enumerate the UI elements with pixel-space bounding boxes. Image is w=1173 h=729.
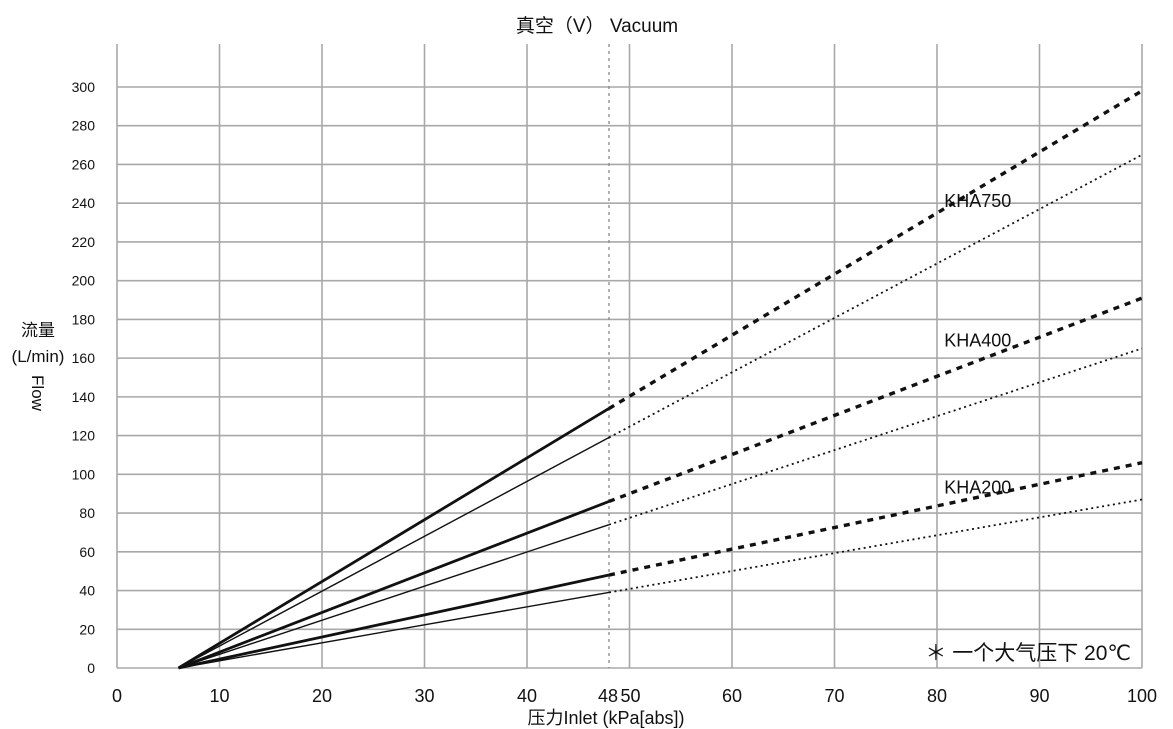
x-tick-label: 10 [209,686,229,706]
series-line-dashed [608,461,1143,577]
series-line-solid [177,407,610,670]
x-tick-label: 100 [1127,686,1157,706]
y-tick-label: 180 [72,311,96,327]
series-label: KHA750 [944,191,1011,211]
x-tick-label: 40 [517,686,537,706]
tick-labels: 0204060801001201401601802002202402602803… [72,79,1157,706]
x-tick-label: 48 [598,686,618,706]
series-line-solid [178,524,610,669]
series-line-solid [178,591,610,669]
series-line-dashed [608,347,1143,526]
series-label: KHA200 [944,478,1011,498]
series-line-dashed [608,89,1143,410]
series-label: KHA400 [944,331,1011,351]
x-tick-label: 30 [414,686,434,706]
y-tick-label: 120 [72,428,96,444]
y-tick-label: 80 [79,505,95,521]
series-line-dashed [608,296,1143,504]
condition-note: ＊ 一个大气压下 20℃ [925,642,1131,665]
x-tick-label: 90 [1029,686,1049,706]
y-tick-label: 220 [72,234,96,250]
y-tick-label: 60 [79,544,95,560]
y-tick-label: 160 [72,350,96,366]
x-tick-label: 20 [312,686,332,706]
y-tick-label: 20 [79,621,95,637]
x-tick-label: 80 [927,686,947,706]
y-tick-label: 240 [72,195,96,211]
x-tick-label: 60 [722,686,742,706]
series-line-dashed [608,153,1143,439]
x-tick-label: 50 [620,686,640,706]
y-tick-label: 40 [79,583,95,599]
y-axis-label-cn: 流量 [21,321,55,340]
y-axis-label-unit: (L/min) [12,347,65,366]
series-line-solid [178,436,610,669]
y-tick-label: 300 [72,79,96,95]
y-tick-label: 100 [72,466,96,482]
grid [116,44,1143,669]
x-tick-label: 70 [824,686,844,706]
y-tick-label: 260 [72,156,96,172]
series-labels: KHA750 KHA400 KHA200 [944,191,1011,498]
chart-title: 真空（V） Vacuum [516,15,678,37]
x-axis-label: 压力Inlet (kPa[abs]) [527,708,684,728]
series-line-dashed [608,498,1143,594]
y-tick-label: 280 [72,118,96,134]
series-line-solid [178,573,610,670]
y-axis-label-en: Flow [28,375,47,412]
series-lines [177,89,1143,670]
y-tick-label: 140 [72,389,96,405]
y-tick-label: 200 [72,273,96,289]
x-tick-label: 0 [112,686,122,706]
series-line-solid [177,500,610,670]
y-tick-label: 0 [87,660,95,676]
